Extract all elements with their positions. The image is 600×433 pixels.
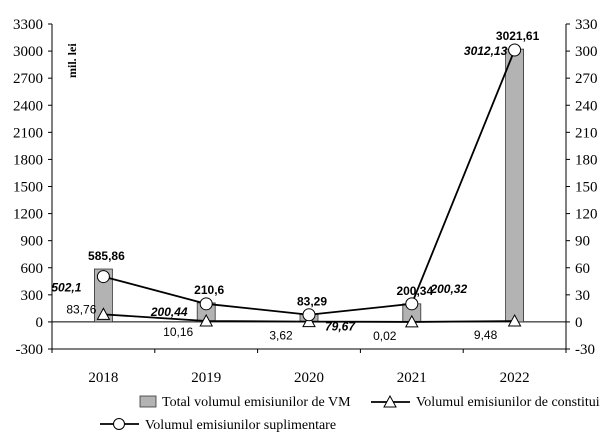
suplimentare-point	[96, 270, 110, 284]
suplimentare-point	[302, 308, 316, 322]
legend-label-bars: Total volumul emisiunilor de VM	[162, 395, 351, 410]
legend-marker-constituire	[383, 394, 397, 408]
constituire-point	[404, 314, 419, 328]
x-tick-label: 2019	[191, 370, 221, 386]
suplimentare-point	[199, 297, 213, 311]
y-tick-label-right: 300	[575, 44, 598, 60]
bar-value-label: 210,6	[194, 283, 224, 297]
y-tick-label-left: 600	[21, 261, 44, 277]
suplimentare-point	[508, 43, 522, 57]
suplimentare-value-label: 200,32	[429, 282, 467, 296]
legend-marker-suplimentare	[113, 418, 125, 430]
legend-label-suplimentare: Volumul emisiunilor suplimentare	[145, 418, 336, 433]
constituire-point	[96, 307, 111, 320]
bar-value-label: 3021,61	[496, 29, 540, 43]
y-tick-label-left: 1200	[13, 207, 43, 223]
y-tick-label-right: 240	[575, 98, 598, 114]
lines-layer	[96, 43, 522, 328]
y-tick-label-right: 210	[575, 125, 598, 141]
bar-value-label: 200,34	[396, 284, 433, 298]
y-tick-label-right: 60	[575, 261, 590, 277]
bar	[505, 48, 525, 323]
data-labels-layer: 585,86 210,6 83,29 200,34 3021,61 83,76 10,16 3…	[51, 29, 539, 343]
y-tick-label-left: 3300	[13, 17, 43, 33]
constituire-point	[199, 313, 214, 327]
suplimentare-line	[103, 49, 516, 316]
x-tick-label: 2021	[397, 370, 427, 386]
bar-value-label: 585,86	[88, 249, 125, 263]
y-tick-label-right: 180	[575, 152, 598, 168]
constituire-value-label: 3,62	[269, 329, 293, 343]
bar	[94, 268, 113, 323]
y-tick-label-right: -30	[575, 342, 595, 358]
y-tick-label-left: 900	[21, 234, 44, 250]
suplimentare-point	[405, 297, 419, 311]
y-tick-label-left: 2100	[13, 125, 43, 141]
x-tick-label: 2018	[88, 370, 118, 386]
y-tick-label-right: 0	[575, 315, 583, 331]
suplimentare-value-label: 502,1	[51, 281, 81, 295]
constituire-point	[507, 314, 522, 327]
legend: Total volumul emisiunilor de VM Volumul e…	[100, 394, 600, 433]
legend-label-constituire: Volumul emisiunilor de constituire	[416, 395, 600, 410]
y-tick-label-left: 2400	[13, 98, 43, 114]
unit-label: mil. lei	[65, 43, 79, 78]
y-tick-label-right: 150	[575, 180, 598, 196]
y-tick-label-left: 300	[21, 288, 44, 304]
constituire-value-label: 83,76	[66, 302, 96, 316]
x-tick-label: 2020	[294, 370, 324, 386]
constituire-value-label: 9,48	[474, 328, 498, 342]
x-tick-label: 2022	[500, 370, 530, 386]
bar-value-label: 83,29	[297, 294, 327, 308]
constituire-value-label: 10,16	[163, 325, 193, 339]
y-tick-label-right: 120	[575, 207, 598, 223]
chart-axes: -300030060090012001500180021002400270030…	[13, 17, 598, 386]
y-tick-label-left: -300	[16, 342, 44, 358]
suplimentare-value-label: 3012,13	[464, 44, 508, 58]
y-tick-label-left: 3000	[13, 44, 43, 60]
y-tick-label-left: 2700	[13, 71, 43, 87]
y-tick-label-right: 90	[575, 234, 590, 250]
suplimentare-value-label: 200,44	[150, 305, 188, 319]
y-tick-label-left: 1500	[13, 180, 43, 196]
suplimentare-value-label: 79,67	[325, 320, 356, 334]
y-tick-label-left: 0	[36, 315, 44, 331]
y-tick-label-right: 30	[575, 288, 590, 304]
y-tick-label-right: 270	[575, 71, 598, 87]
legend-swatch-bars	[139, 395, 157, 408]
y-tick-label-right: 330	[575, 17, 598, 33]
constituire-value-label: 0,02	[373, 329, 397, 343]
y-tick-label-left: 1800	[13, 152, 43, 168]
